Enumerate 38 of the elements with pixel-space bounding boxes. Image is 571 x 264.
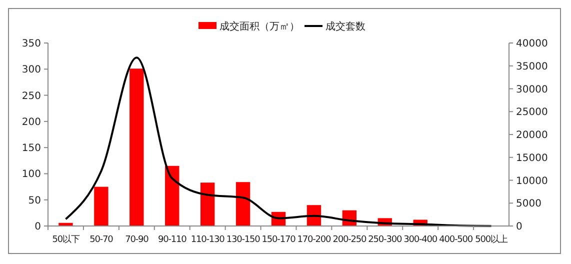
y-tick-label: 100 [22, 169, 41, 180]
bar [200, 182, 215, 226]
x-tick-label: 50-70 [90, 235, 114, 245]
y-tick-label: 350 [22, 38, 41, 50]
bar [94, 186, 108, 226]
x-tick-label: 70-90 [125, 235, 150, 245]
y2-tick-label: 30000 [516, 84, 548, 96]
bar [236, 182, 250, 226]
line-series [64, 56, 492, 227]
y2-tick-label: 25000 [516, 107, 548, 118]
y2-tick-label: 0 [516, 222, 522, 232]
x-tick-label: 90-110 [158, 235, 188, 245]
x-tick-label: 50以下 [52, 234, 80, 245]
x-tick-label: 250-300 [368, 235, 402, 245]
y2-tick-label: 10000 [516, 176, 548, 187]
x-tick-label: 130-150 [226, 235, 261, 245]
x-tick-label: 150-170 [262, 235, 296, 245]
x-tick-label: 110-130 [190, 235, 226, 245]
y2-tick-label: 40000 [516, 38, 548, 50]
y2-tick-label: 20000 [516, 130, 548, 141]
x-tick-label: 400-500 [439, 235, 474, 245]
x-tick-label: 200-250 [332, 235, 367, 245]
y-tick-label: 150 [22, 143, 41, 154]
x-tick-label: 300-400 [404, 235, 438, 245]
y2-tick-label: 35000 [516, 61, 548, 72]
y-tick-label: 300 [22, 64, 41, 76]
bar [165, 166, 180, 226]
legend-label: 成交面积（万㎡） [220, 20, 300, 32]
x-tick-label: 170-200 [297, 235, 332, 245]
bar [130, 68, 144, 226]
x-tick-label: 500以上 [475, 234, 508, 245]
y-tick-label: 50 [28, 195, 41, 206]
y-tick-label: 250 [22, 90, 41, 102]
legend-label: 成交套数 [326, 20, 366, 32]
y-tick-label: 0 [34, 222, 41, 232]
y-tick-label: 200 [22, 116, 41, 128]
y2-tick-label: 5000 [516, 198, 542, 210]
y2-tick-label: 15000 [516, 152, 548, 164]
